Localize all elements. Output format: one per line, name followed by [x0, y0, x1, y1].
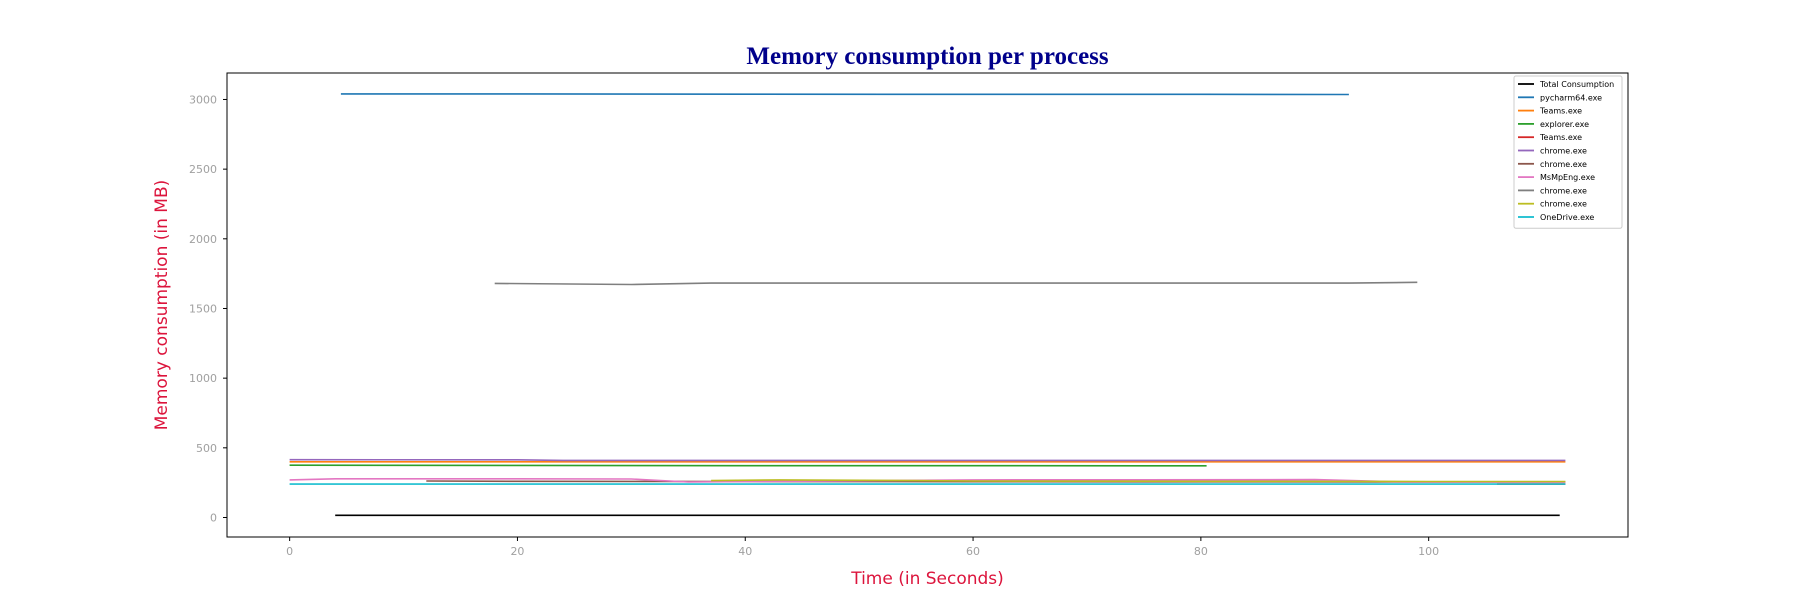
x-tick-label: 40	[738, 545, 752, 558]
series-line	[711, 479, 1566, 483]
legend: Total Consumption pycharm64.exe Teams.exe e…	[1513, 75, 1623, 229]
series-line	[289, 464, 1207, 467]
y-tick-label: 1000	[189, 372, 217, 385]
series-line	[494, 281, 1418, 286]
series-line	[289, 458, 1566, 462]
x-tick-label: 20	[510, 545, 524, 558]
x-tick-label: 80	[1194, 545, 1208, 558]
y-tick-label: 1500	[189, 302, 217, 315]
legend-label: explorer.exe	[1540, 120, 1589, 129]
legend-label: Total Consumption	[1539, 80, 1614, 89]
legend-label: Teams.exe	[1539, 107, 1582, 116]
legend-label: Teams.exe	[1539, 133, 1582, 142]
y-tick-label: 2500	[189, 163, 217, 176]
x-axis: 0 20 40 60 80 100	[286, 537, 1439, 558]
y-tick-label: 3000	[189, 93, 217, 106]
legend-box	[1513, 75, 1623, 229]
x-tick-label: 0	[286, 545, 293, 558]
y-tick-label: 500	[196, 442, 217, 455]
legend-label: chrome.exe	[1540, 147, 1587, 156]
x-tick-label: 60	[966, 545, 980, 558]
legend-label: pycharm64.exe	[1540, 93, 1602, 102]
legend-label: chrome.exe	[1540, 160, 1587, 169]
legend-label: chrome.exe	[1540, 186, 1587, 195]
x-axis-label: Time (in Seconds)	[850, 569, 1004, 589]
y-axis: 0 500 1000 1500 2000 2500 3000	[189, 93, 227, 524]
y-tick-label: 2000	[189, 233, 217, 246]
plot-area	[226, 72, 1629, 538]
x-tick-label: 100	[1418, 545, 1439, 558]
series-line	[340, 93, 1349, 96]
chart-title: Memory consumption per process	[746, 43, 1109, 70]
legend-label: chrome.exe	[1540, 200, 1587, 209]
legend-label: OneDrive.exe	[1540, 213, 1594, 222]
legend-label: MsMpEng.exe	[1540, 173, 1595, 182]
series-lines	[289, 93, 1566, 517]
y-axis-label: Memory consumption (in MB)	[152, 180, 172, 431]
y-tick-label: 0	[210, 511, 217, 524]
